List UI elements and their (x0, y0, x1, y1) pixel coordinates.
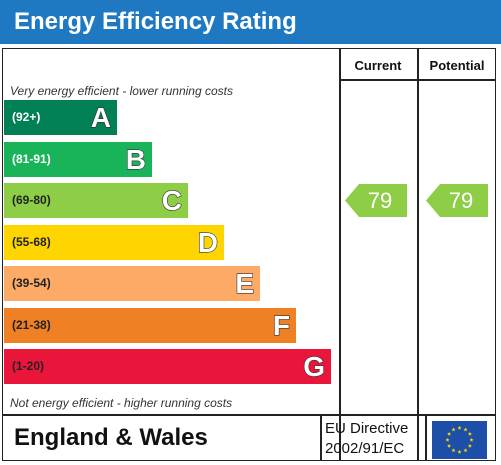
directive-line-2: 2002/91/EC (325, 440, 405, 457)
potential-rating-value: 79 (448, 188, 474, 213)
band-letter: F (272, 309, 290, 341)
caption-top: Very energy efficient - lower running co… (10, 84, 233, 98)
band-range-label: (81-91) (12, 151, 51, 166)
eu-star-icon (445, 437, 450, 442)
eu-star-icon (469, 437, 474, 442)
eu-star-icon (467, 431, 472, 436)
eu-star-icon (447, 443, 452, 448)
eu-star-icon (457, 425, 462, 430)
column-header-current: Current (354, 58, 402, 73)
footer-divider-right (425, 414, 427, 461)
eu-star-icon (451, 448, 456, 453)
caption-bottom: Not energy efficient - higher running co… (10, 396, 233, 410)
potential-rating-arrow: 79 (426, 184, 488, 217)
band-letter: C (161, 184, 182, 216)
band-letter: D (197, 226, 218, 258)
rating-band-d: (55-68) D (4, 224, 224, 260)
eu-star-icon (447, 431, 452, 436)
column-divider-potential (417, 48, 419, 461)
rating-band-f: (21-38) F (4, 307, 296, 343)
footer-divider (2, 414, 496, 416)
column-header-potential: Potential (429, 58, 485, 73)
band-range-label: (69-80) (12, 193, 51, 207)
rating-band-b: (81-91) B (4, 141, 152, 177)
eu-star-icon (457, 449, 462, 454)
directive-line-1: EU Directive (325, 420, 409, 437)
band-range-label: (55-68) (12, 234, 51, 249)
column-header-divider (339, 79, 496, 81)
band-letter: A (90, 101, 111, 133)
rating-table-frame (2, 48, 496, 461)
band-range-label: (21-38) (12, 317, 51, 332)
band-range-label: (39-54) (12, 276, 51, 290)
eu-star-icon (467, 443, 472, 448)
column-divider-current (339, 48, 341, 461)
rating-band-c: (69-80) C (4, 183, 188, 218)
rating-band-e: (39-54) E (4, 266, 260, 301)
eu-star-icon (463, 427, 468, 432)
current-rating-value: 79 (367, 188, 393, 213)
eu-star-icon (463, 448, 468, 453)
band-range-label: (92+) (12, 110, 41, 124)
rating-band-a: (92+) A (4, 100, 117, 135)
band-letter: B (125, 143, 146, 175)
band-letter: G (303, 350, 326, 382)
footer-divider-left (320, 414, 322, 461)
band-letter: E (235, 267, 255, 299)
eu-star-icon (451, 427, 456, 432)
eu-flag-icon (432, 421, 487, 459)
header-bar: Energy Efficiency Rating (0, 0, 501, 44)
current-rating-arrow: 79 (345, 184, 407, 217)
page-title: Energy Efficiency Rating (14, 8, 297, 35)
rating-band-g: (1-20) G (4, 349, 331, 384)
region-label: England & Wales (14, 424, 208, 451)
band-range-label: (1-20) (12, 359, 45, 373)
